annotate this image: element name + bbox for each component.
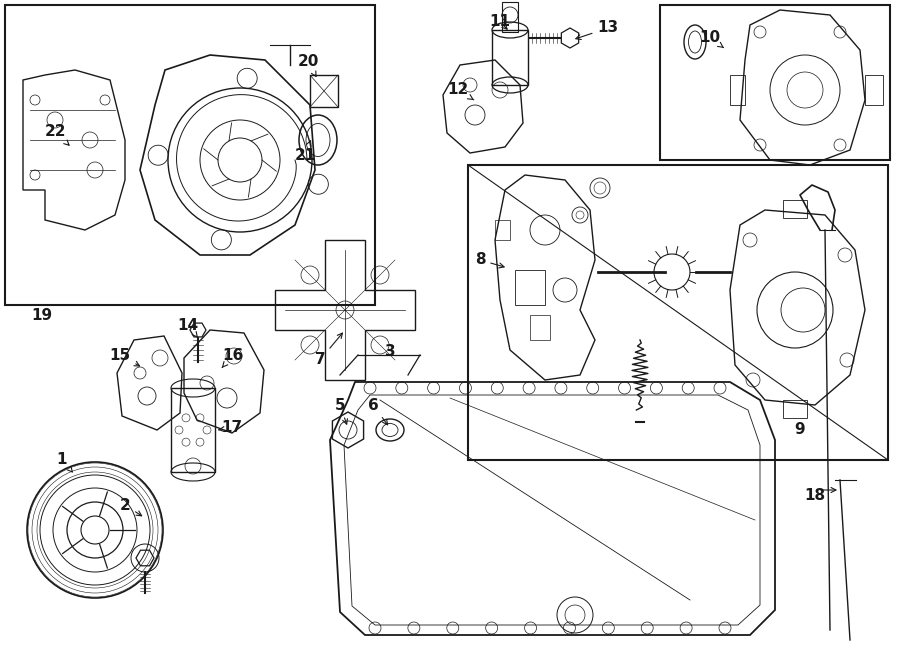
Text: 20: 20 [297, 54, 319, 77]
Bar [502, 2, 518, 32]
Text: 10: 10 [699, 30, 724, 48]
Bar [492, 30, 528, 85]
Text: 1: 1 [57, 453, 72, 472]
Text: 5: 5 [335, 397, 347, 424]
Text: 3: 3 [384, 344, 395, 359]
Bar [865, 75, 883, 105]
Text: 21: 21 [294, 141, 316, 162]
Text: 12: 12 [447, 83, 473, 100]
Text: 17: 17 [219, 420, 243, 436]
Bar [171, 388, 215, 472]
Bar [310, 75, 338, 107]
Text: 11: 11 [490, 15, 510, 30]
Text: 6: 6 [367, 397, 388, 425]
Bar [468, 165, 888, 460]
Bar [783, 200, 807, 218]
Text: 15: 15 [110, 348, 140, 366]
Text: 22: 22 [44, 124, 69, 145]
Text: 2: 2 [120, 498, 141, 516]
Text: 19: 19 [32, 308, 52, 322]
Bar [783, 400, 807, 418]
Bar [530, 315, 550, 340]
Text: 8: 8 [474, 252, 504, 268]
Bar [660, 5, 890, 160]
Text: 9: 9 [795, 422, 806, 438]
Bar [515, 270, 545, 305]
Text: 14: 14 [177, 318, 199, 338]
Text: 7: 7 [315, 333, 342, 367]
Bar [730, 75, 745, 105]
Text: 16: 16 [222, 348, 244, 367]
Text: 18: 18 [805, 487, 825, 502]
Bar [495, 220, 510, 240]
Bar [5, 5, 375, 305]
Text: 13: 13 [576, 21, 618, 40]
